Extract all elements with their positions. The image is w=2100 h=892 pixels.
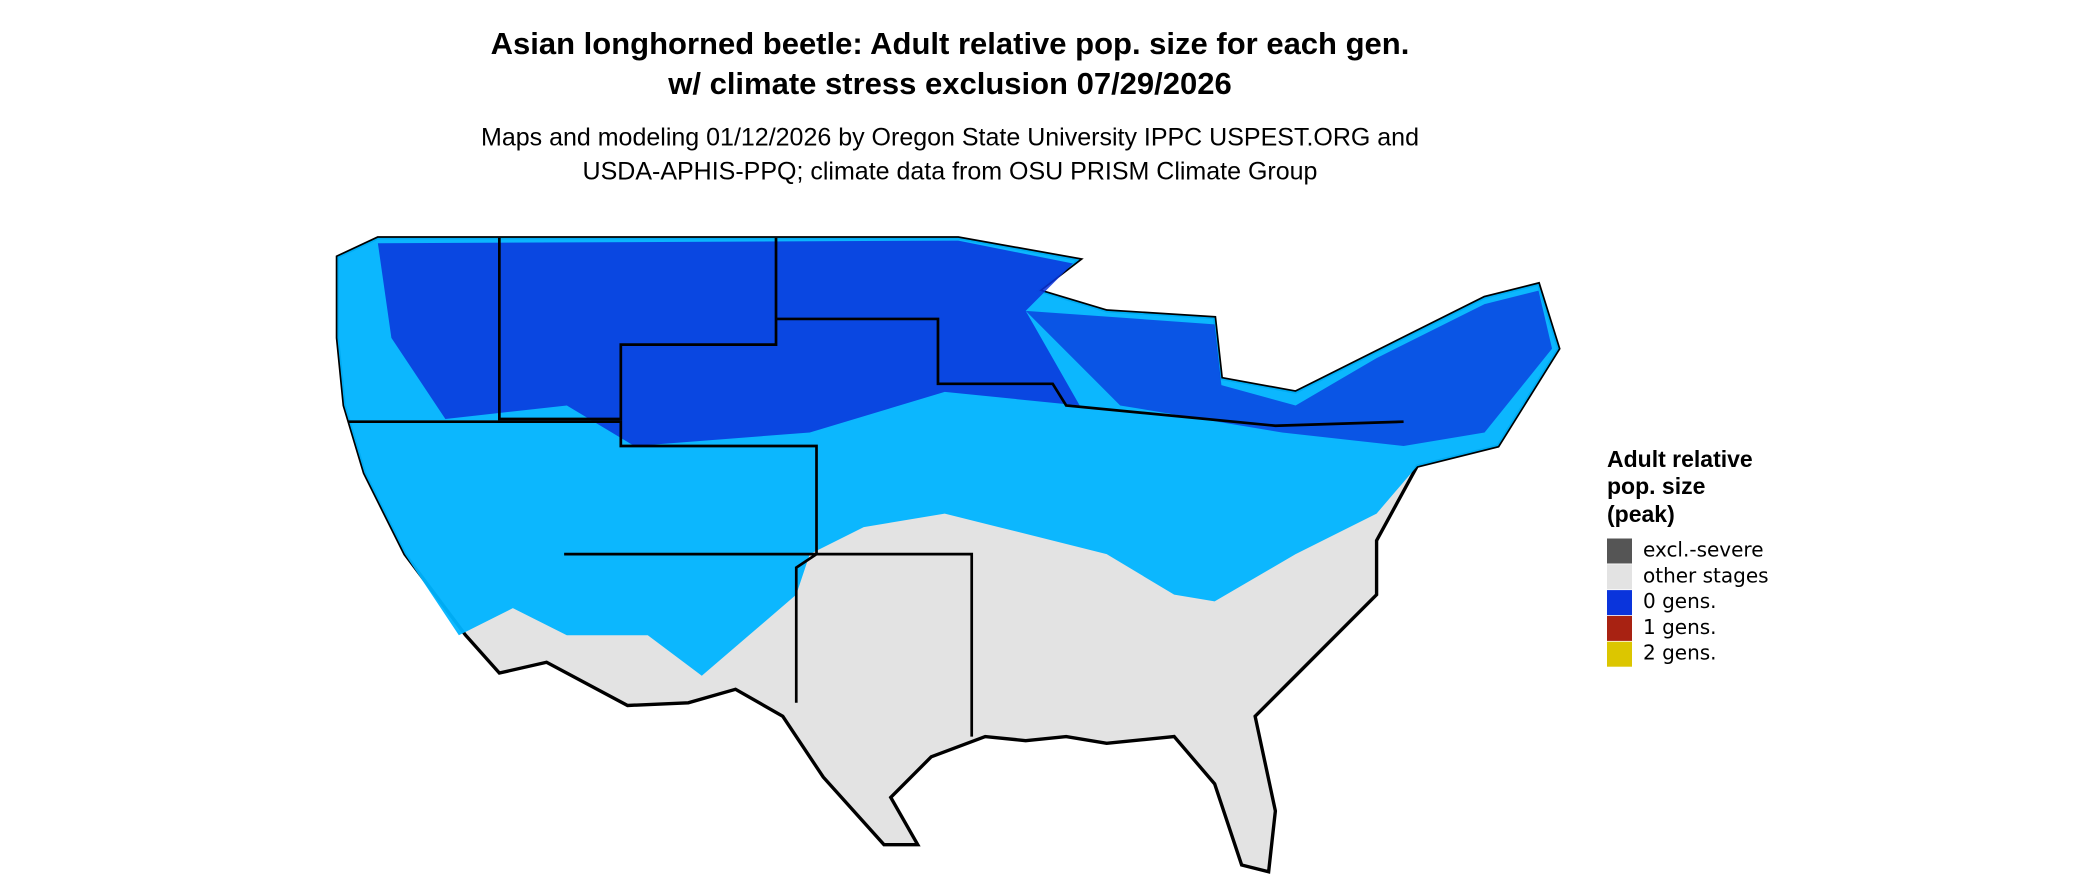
legend-title: Adult relative — [1607, 446, 1753, 472]
state-lines — [776, 317, 1404, 428]
subtitle-line: Maps and modeling 01/12/2026 by Oregon S… — [481, 124, 1419, 152]
state-lines — [564, 552, 974, 737]
legend-label: 1 gens. — [1643, 615, 1717, 639]
legend-title: pop. size — [1607, 473, 1705, 499]
legend-title: (peak) — [1607, 501, 1675, 527]
title-line: Asian longhorned beetle: Adult relative … — [491, 26, 1410, 61]
title-line: w/ climate stress exclusion 07/29/2026 — [667, 66, 1232, 101]
legend-label: 2 gens. — [1643, 641, 1717, 665]
legend-label: 0 gens. — [1643, 589, 1717, 613]
legend-swatch — [1607, 615, 1632, 641]
us-map — [335, 236, 1561, 874]
state-lines — [498, 237, 778, 421]
legend-label: excl.-severe — [1643, 538, 1764, 562]
legend-swatch — [1607, 590, 1632, 616]
legend-swatch — [1607, 641, 1632, 667]
subtitle-line: USDA-APHIS-PPQ; climate data from OSU PR… — [583, 158, 1318, 186]
legend-swatch — [1607, 538, 1632, 564]
map-zone-low — [1025, 290, 1553, 446]
state-lines — [348, 420, 818, 703]
legend-label: other stages — [1643, 563, 1769, 587]
legend-swatch — [1607, 564, 1632, 590]
